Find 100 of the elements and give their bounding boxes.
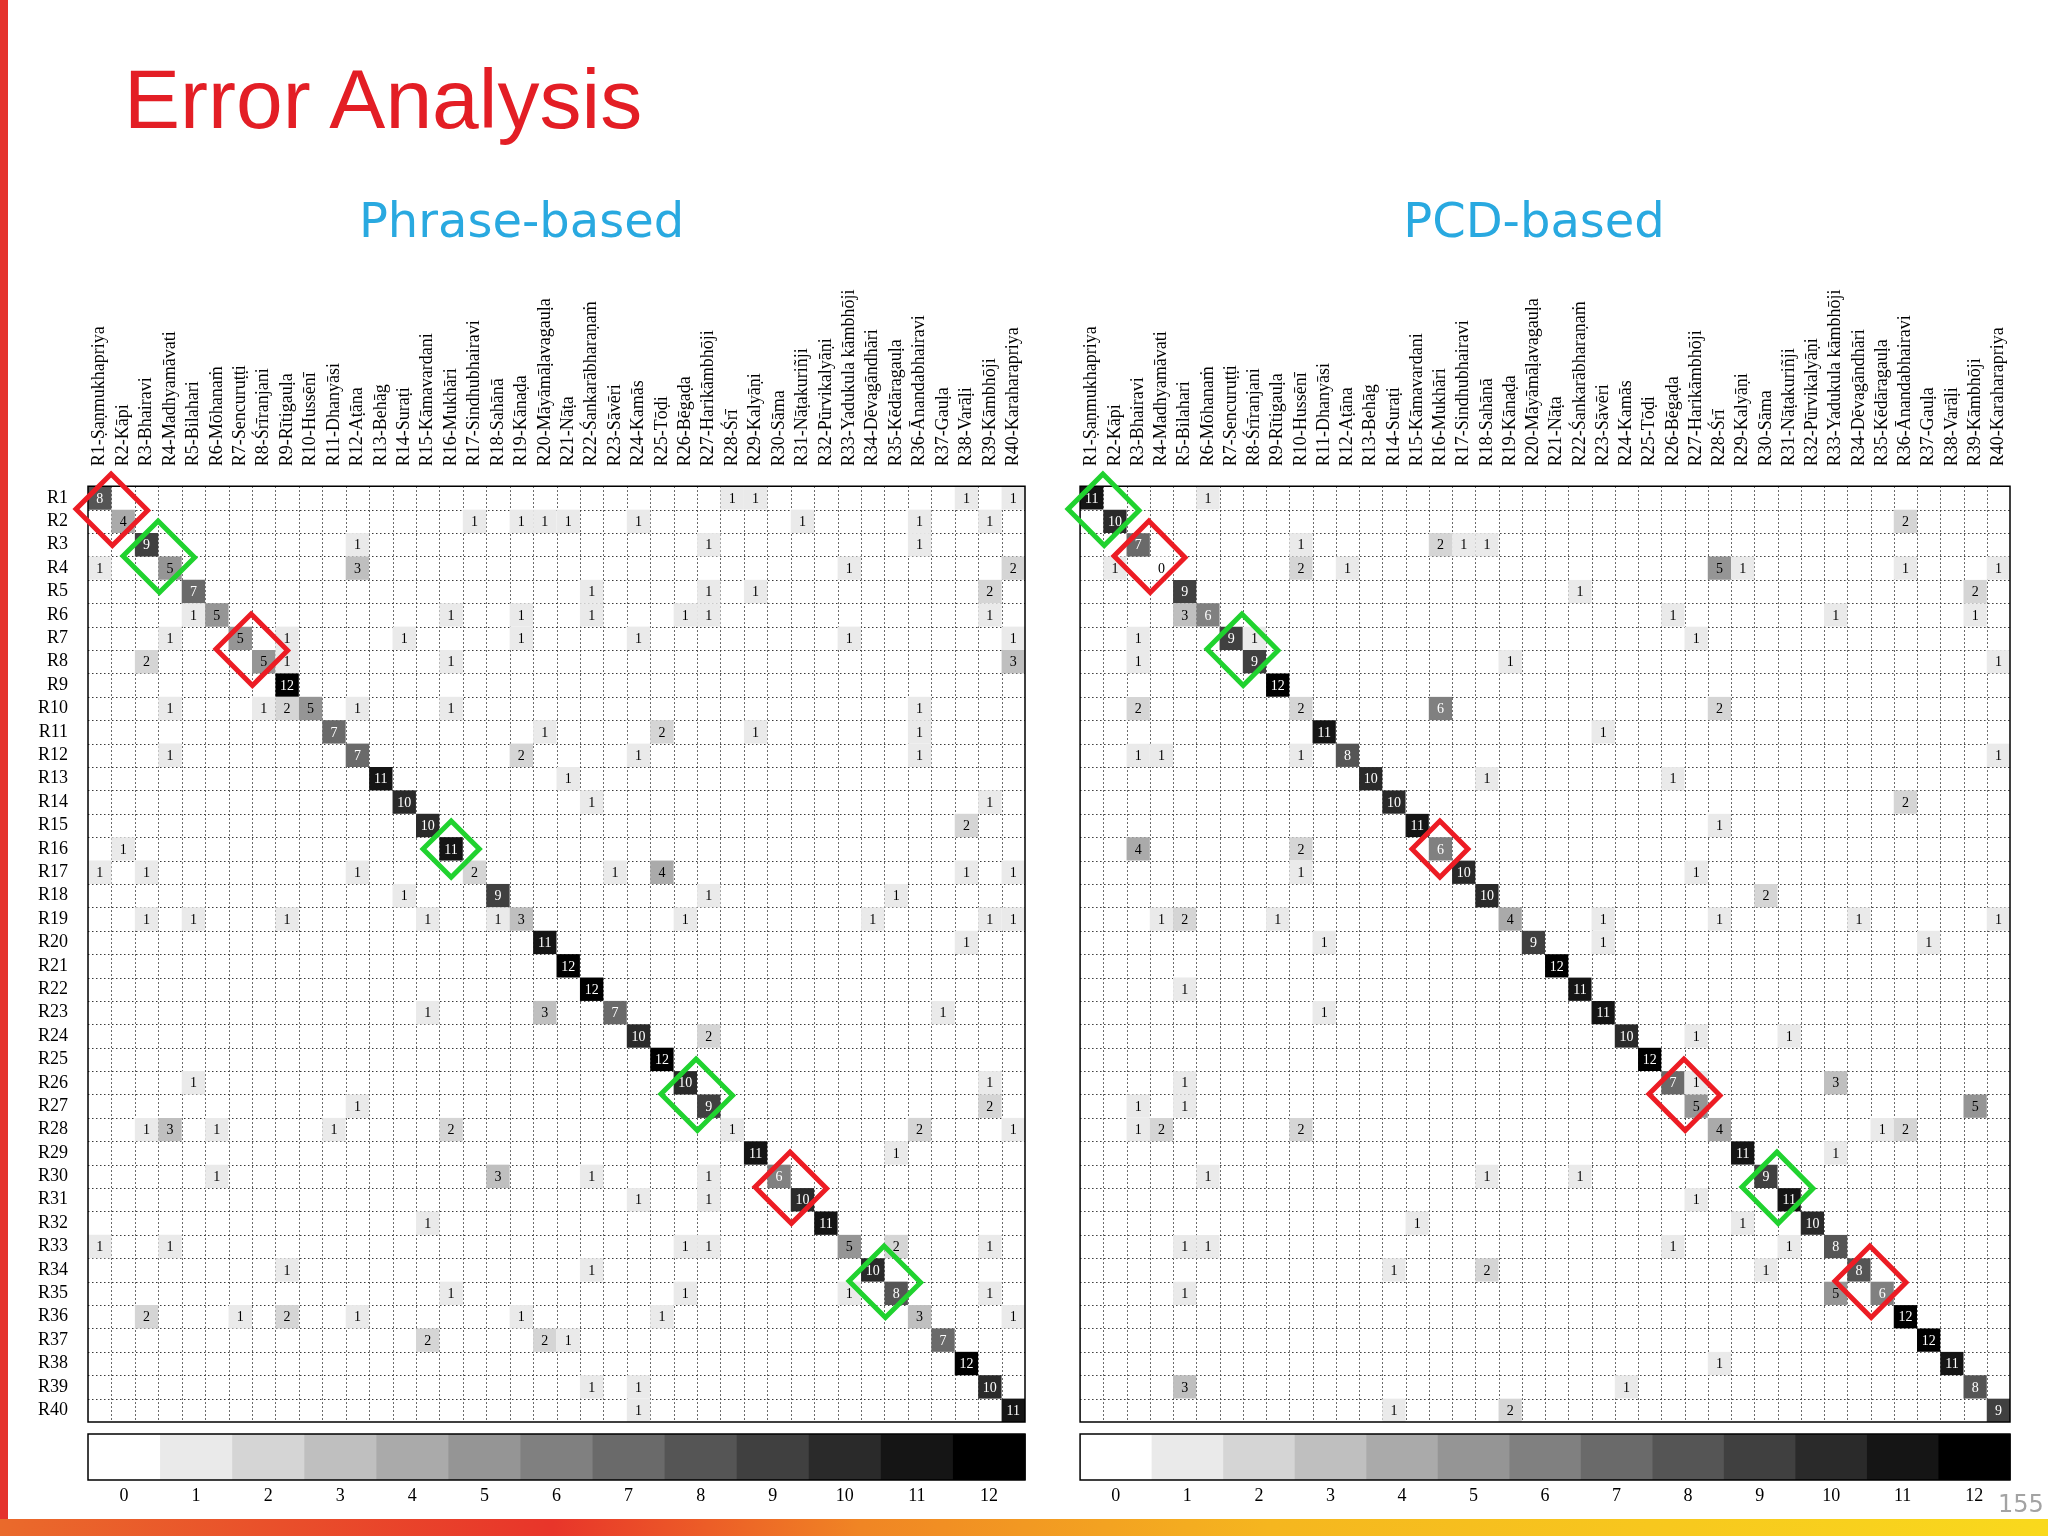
data-label: 4: [119, 514, 127, 530]
data-label: 1: [705, 607, 713, 623]
x-tick-label: R2-Kāpi: [1103, 404, 1124, 467]
data-label: 2: [1971, 584, 1979, 600]
data-label: 1: [517, 607, 525, 623]
data-label: 11: [374, 771, 388, 787]
x-tick-label: R6-Mōhanaṁ: [205, 366, 226, 467]
x-tick-label: R8-Śrīranjani: [1242, 368, 1264, 467]
color-bar-label: 1: [1182, 1484, 1192, 1505]
data-label: 7: [1134, 537, 1142, 553]
data-label: 1: [283, 631, 291, 646]
color-bar-label: 0: [119, 1484, 129, 1505]
data-label: 1: [681, 1239, 689, 1255]
data-label: 2: [1297, 560, 1305, 576]
color-bar-label: 8: [1683, 1484, 1693, 1505]
data-label: 1: [845, 631, 853, 646]
data-label: 1: [1134, 1098, 1142, 1114]
y-tick-label: R37: [37, 1328, 69, 1349]
data-label: 1: [1576, 584, 1584, 600]
data-label: 1: [588, 794, 596, 810]
data-label: 1: [1692, 1028, 1700, 1044]
data-label: 1: [892, 888, 900, 904]
data-label: 1: [705, 1192, 713, 1208]
data-label: 1: [1204, 490, 1212, 506]
data-label: 7: [611, 1005, 619, 1021]
data-label: 1: [1692, 1075, 1700, 1091]
data-label: 1: [1599, 911, 1607, 927]
data-label: 0: [1157, 560, 1165, 576]
data-label: 12: [1642, 1052, 1657, 1068]
data-label: 1: [1599, 935, 1607, 951]
x-tick-label: R38-Varāḷi: [955, 387, 976, 467]
x-tick-label: R30-Sāma: [1754, 390, 1775, 467]
x-tick-label: R34-Dēvagāndhāri: [861, 329, 882, 467]
data-label: 1: [752, 724, 760, 740]
data-label: 1: [705, 537, 713, 553]
data-label: 1: [1762, 1262, 1770, 1278]
data-label: 1: [1413, 1215, 1421, 1231]
data-label: 1: [166, 631, 174, 646]
data-label: 1: [1715, 818, 1723, 834]
data-label: 3: [541, 1005, 549, 1021]
data-label: 1: [189, 911, 197, 927]
data-label: 1: [1669, 1239, 1677, 1255]
data-label: 1: [1009, 864, 1017, 880]
x-tick-label: R10-Hussēnī: [299, 371, 320, 467]
x-tick-label: R12-Aṭāna: [1336, 387, 1357, 467]
x-tick-label: R7-Sencuruṭṭi: [1219, 365, 1240, 467]
x-tick-label: R22-Śankarābharaṇaṁ: [579, 301, 601, 467]
data-label: 7: [939, 1332, 947, 1348]
color-bar-label: 11: [1894, 1484, 1912, 1505]
x-tick-label: R4-Madhyamāvati: [158, 331, 179, 467]
data-label: 1: [1390, 1262, 1398, 1278]
data-label: 1: [728, 490, 736, 506]
y-tick-label: R14: [37, 790, 69, 811]
data-label: 9: [1250, 654, 1258, 670]
x-tick-label: R29-Kalyāṇi: [744, 373, 765, 467]
data-label: 5: [1715, 560, 1723, 576]
x-tick-label: R23-Sāvēri: [1591, 384, 1612, 467]
data-label: 1: [541, 724, 549, 740]
color-bar-label: 10: [835, 1484, 854, 1505]
data-label: 1: [1739, 560, 1747, 576]
data-label: 4: [658, 864, 666, 880]
data-label: 11: [1084, 490, 1099, 506]
data-label: 6: [1436, 701, 1444, 717]
data-label: 1: [1134, 631, 1142, 646]
data-label: 1: [1483, 1169, 1491, 1185]
data-label: 1: [1297, 747, 1305, 763]
x-tick-label: R17-Sindhubhairavi: [463, 320, 484, 467]
data-label: 1: [1715, 1356, 1723, 1372]
x-tick-label: R23-Sāvēri: [603, 384, 624, 467]
data-label: 1: [798, 514, 806, 530]
x-tick-label: R19-Kānaḍa: [1498, 375, 1519, 467]
data-label: 2: [1506, 1402, 1514, 1418]
data-label: 1: [1506, 654, 1514, 670]
y-tick-label: R10: [37, 697, 69, 718]
data-label: 12: [584, 981, 599, 997]
data-label: 4: [1134, 841, 1142, 857]
data-label: 6: [1878, 1286, 1886, 1302]
data-label: 1: [1181, 981, 1189, 997]
data-label: 1: [634, 747, 642, 763]
data-label: 1: [1994, 747, 2002, 763]
data-label: 1: [1994, 654, 2002, 670]
data-label: 6: [775, 1169, 783, 1185]
data-label: 1: [236, 1309, 244, 1325]
x-tick-label: R15-Kāmavardani: [1405, 333, 1426, 467]
data-label: 1: [1669, 607, 1677, 623]
data-label: 1: [517, 1309, 525, 1325]
data-label: 2: [424, 1332, 432, 1348]
y-tick-label: R27: [37, 1094, 69, 1115]
data-label: 1: [869, 911, 877, 927]
data-label: 5: [845, 1239, 853, 1255]
x-tick-label: R4-Madhyamāvati: [1150, 331, 1171, 467]
data-label: 3: [1832, 1075, 1840, 1091]
data-label: 11: [1317, 724, 1331, 740]
color-bar-label: 11: [908, 1484, 926, 1505]
data-label: 10: [678, 1075, 693, 1091]
data-label: 2: [1901, 1122, 1909, 1138]
data-label: 1: [1692, 864, 1700, 880]
data-label: 1: [353, 1309, 361, 1325]
data-label: 2: [471, 864, 479, 880]
data-label: 1: [330, 1122, 338, 1138]
